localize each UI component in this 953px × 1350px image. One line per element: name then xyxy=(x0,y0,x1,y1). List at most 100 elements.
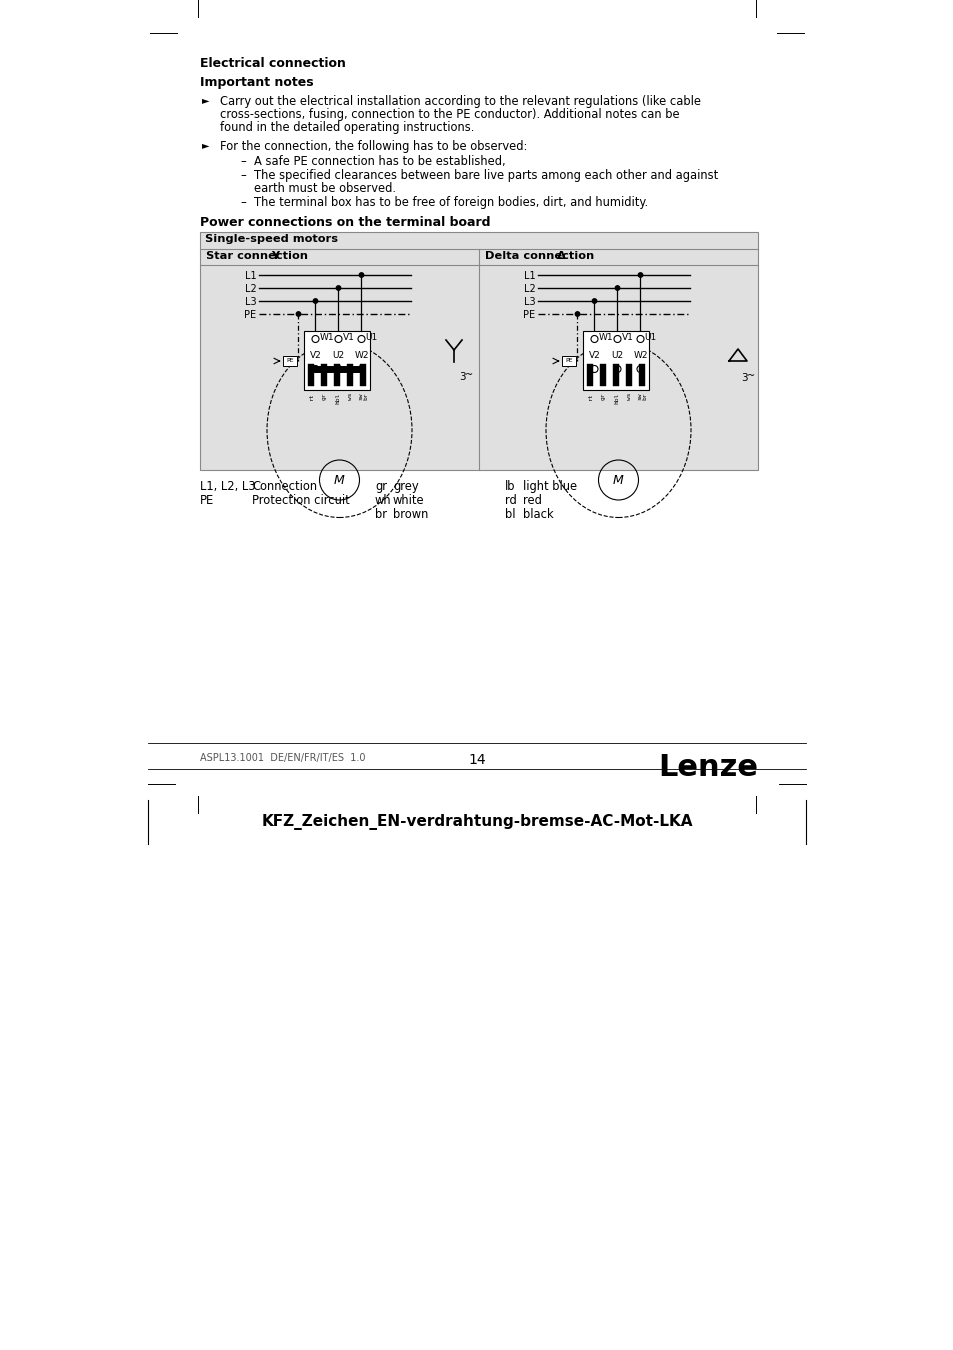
Text: Carry out the electrical installation according to the relevant regulations (lik: Carry out the electrical installation ac… xyxy=(220,95,700,108)
Circle shape xyxy=(336,286,340,290)
Text: L2: L2 xyxy=(523,284,535,294)
Text: PE: PE xyxy=(523,310,535,320)
Bar xyxy=(639,364,645,386)
Text: brown: brown xyxy=(393,508,428,521)
Text: wh: wh xyxy=(375,494,392,508)
Text: sw
br: sw br xyxy=(637,393,647,401)
Circle shape xyxy=(313,366,317,371)
Circle shape xyxy=(335,366,340,371)
Text: V2: V2 xyxy=(310,351,321,359)
Text: L3: L3 xyxy=(245,297,256,306)
Text: cross-sections, fusing, connection to the PE conductor). Additional notes can be: cross-sections, fusing, connection to th… xyxy=(220,108,679,122)
Bar xyxy=(335,364,340,386)
Text: 3: 3 xyxy=(458,373,465,382)
Circle shape xyxy=(575,312,579,316)
Text: rt: rt xyxy=(309,393,314,401)
Text: –: – xyxy=(240,169,246,182)
Text: V2: V2 xyxy=(588,351,599,359)
Text: ►: ► xyxy=(202,95,210,105)
Text: 3: 3 xyxy=(740,373,747,383)
Text: U1: U1 xyxy=(365,333,377,342)
Text: Delta connection: Delta connection xyxy=(484,251,598,261)
Bar xyxy=(308,364,314,386)
Text: lb: lb xyxy=(504,481,515,493)
Text: M: M xyxy=(613,474,623,486)
Text: A safe PE connection has to be established,: A safe PE connection has to be establish… xyxy=(253,155,505,167)
Text: Power connections on the terminal board: Power connections on the terminal board xyxy=(200,216,490,230)
Text: sw
br: sw br xyxy=(358,393,368,401)
Bar xyxy=(562,356,576,366)
Text: Single-speed motors: Single-speed motors xyxy=(205,234,337,244)
Circle shape xyxy=(615,286,619,290)
Text: W1: W1 xyxy=(598,333,613,342)
Text: hbl: hbl xyxy=(614,393,618,404)
Text: V1: V1 xyxy=(620,333,633,342)
Text: 14: 14 xyxy=(468,753,485,767)
Text: Protection circuit: Protection circuit xyxy=(252,494,350,508)
Text: W2: W2 xyxy=(633,351,647,359)
Text: PE: PE xyxy=(287,359,294,363)
Bar xyxy=(283,356,297,366)
Text: The terminal box has to be free of foreign bodies, dirt, and humidity.: The terminal box has to be free of forei… xyxy=(253,196,647,209)
Text: V1: V1 xyxy=(342,333,354,342)
Text: bl: bl xyxy=(504,508,515,521)
Text: For the connection, the following has to be observed:: For the connection, the following has to… xyxy=(220,140,527,153)
Text: Lenze: Lenze xyxy=(658,753,758,782)
Text: U2: U2 xyxy=(332,351,344,359)
Text: ASPL13.1001  DE/EN/FR/IT/ES  1.0: ASPL13.1001 DE/EN/FR/IT/ES 1.0 xyxy=(200,753,365,763)
Circle shape xyxy=(359,273,363,277)
Circle shape xyxy=(358,366,364,371)
Text: Υ: Υ xyxy=(271,251,279,261)
Text: PE: PE xyxy=(200,494,214,508)
Text: ►: ► xyxy=(202,140,210,150)
Text: W1: W1 xyxy=(319,333,334,342)
Text: grey: grey xyxy=(393,481,418,493)
Bar xyxy=(200,232,758,470)
Text: br: br xyxy=(375,508,387,521)
Bar xyxy=(583,331,649,390)
Text: L1: L1 xyxy=(523,271,535,281)
Text: U2: U2 xyxy=(611,351,623,359)
Text: gr: gr xyxy=(600,393,605,401)
Bar xyxy=(360,364,366,386)
Text: ws: ws xyxy=(626,393,631,401)
Text: L2: L2 xyxy=(245,284,256,294)
Text: KFZ_Zeichen_EN-verdrahtung-bremse-AC-Mot-LKA: KFZ_Zeichen_EN-verdrahtung-bremse-AC-Mot… xyxy=(261,814,692,830)
Bar xyxy=(626,364,632,386)
Text: Connection: Connection xyxy=(252,481,316,493)
Text: ws: ws xyxy=(348,393,353,401)
Text: Δ: Δ xyxy=(557,251,565,261)
Text: The specified clearances between bare live parts among each other and against: The specified clearances between bare li… xyxy=(253,169,718,182)
Text: L1: L1 xyxy=(245,271,256,281)
Text: U1: U1 xyxy=(644,333,656,342)
Text: Star connection: Star connection xyxy=(206,251,312,261)
Text: PE: PE xyxy=(244,310,256,320)
Text: hbl: hbl xyxy=(335,393,339,404)
Text: L3: L3 xyxy=(523,297,535,306)
Bar xyxy=(304,331,370,390)
Text: L1, L2, L3: L1, L2, L3 xyxy=(200,481,255,493)
Text: rt: rt xyxy=(587,393,593,401)
Circle shape xyxy=(313,298,317,304)
Bar xyxy=(321,364,327,386)
Text: red: red xyxy=(522,494,541,508)
Text: gr: gr xyxy=(375,481,387,493)
Text: W2: W2 xyxy=(354,351,369,359)
Text: light blue: light blue xyxy=(522,481,577,493)
Bar xyxy=(347,364,354,386)
Circle shape xyxy=(296,312,300,316)
Text: black: black xyxy=(522,508,553,521)
Bar xyxy=(599,364,606,386)
Text: Important notes: Important notes xyxy=(200,76,314,89)
Text: ~: ~ xyxy=(464,370,473,379)
Text: –: – xyxy=(240,155,246,167)
Text: ~: ~ xyxy=(746,371,755,381)
Bar xyxy=(587,364,593,386)
Text: rd: rd xyxy=(504,494,517,508)
Circle shape xyxy=(638,273,642,277)
Text: PE: PE xyxy=(565,359,573,363)
Text: earth must be observed.: earth must be observed. xyxy=(253,182,395,194)
Bar xyxy=(613,364,618,386)
Text: M: M xyxy=(334,474,345,486)
Text: –: – xyxy=(240,196,246,209)
